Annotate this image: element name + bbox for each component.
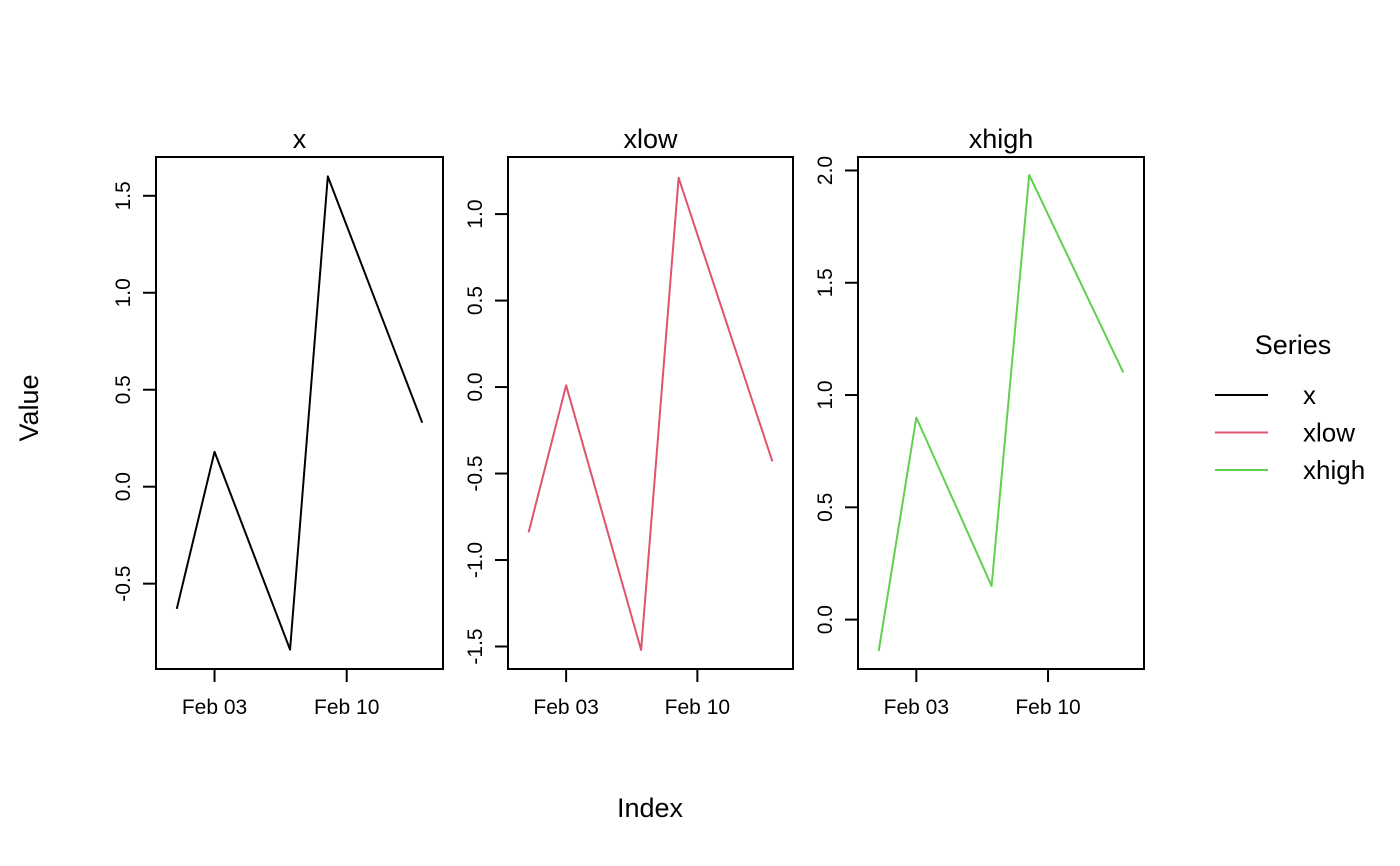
legend-label-xhigh: xhigh (1303, 455, 1365, 485)
panel-xhigh: 0.0 0.5 1.0 1.5 2.0 Feb 03 Feb 10 (814, 156, 1145, 719)
panel-title-x: x (293, 124, 307, 154)
y-tick-label: 0.5 (112, 375, 135, 404)
legend-title: Series (1255, 330, 1332, 360)
y-tick-label: 1.0 (814, 380, 837, 409)
y-tick-label: 1.5 (112, 181, 135, 210)
y-tick-label: 1.0 (464, 199, 487, 228)
x-tick-label: Feb 10 (1015, 696, 1080, 719)
panel-box (507, 156, 794, 670)
panel-x: -0.5 0.0 0.5 1.0 1.5 Feb 03 Feb 10 (112, 156, 444, 719)
panel-title-xlow: xlow (623, 124, 678, 154)
y-tick-label: 0.0 (464, 372, 487, 401)
y-tick-label: 1.5 (814, 268, 837, 297)
panel-box (155, 156, 444, 670)
y-tick-label: -0.5 (112, 566, 135, 602)
y-tick-label: 1.0 (112, 278, 135, 307)
legend-label-xlow: xlow (1303, 418, 1355, 448)
legend: Series x xlow xhigh (1215, 330, 1365, 485)
y-tick-label: 2.0 (814, 156, 837, 185)
y-tick-label: -1.5 (464, 628, 487, 664)
legend-entries: x xlow xhigh (1215, 380, 1365, 485)
x-axis-title: Index (617, 793, 684, 823)
panel-box (857, 156, 1145, 670)
y-axis-title: Value (14, 374, 44, 441)
plot-panels: -0.5 0.0 0.5 1.0 1.5 Feb 03 Feb 10 -1.5 -1.0 -0.5… (112, 156, 1145, 719)
legend-label-x: x (1303, 380, 1316, 410)
series-line-xlow (527, 176, 774, 651)
panel-xlow: -1.5 -1.0 -0.5 0.0 0.5 1.0 Feb 03 Feb 10 (464, 156, 794, 719)
x-tick-label: Feb 03 (884, 696, 949, 719)
y-tick-label: 0.0 (814, 605, 837, 634)
x-tick-label: Feb 03 (533, 696, 598, 719)
y-tick-label: 0.0 (112, 472, 135, 501)
series-line-x (175, 175, 424, 651)
x-tick-label: Feb 10 (665, 696, 730, 719)
x-tick-label: Feb 10 (314, 696, 379, 719)
y-tick-label: -0.5 (464, 455, 487, 491)
y-tick-label: -1.0 (464, 542, 487, 578)
x-tick-label: Feb 03 (182, 696, 247, 719)
panel-title-xhigh: xhigh (969, 124, 1034, 154)
y-tick-label: 0.5 (814, 493, 837, 522)
series-line-xhigh (877, 173, 1125, 652)
y-tick-label: 0.5 (464, 286, 487, 315)
